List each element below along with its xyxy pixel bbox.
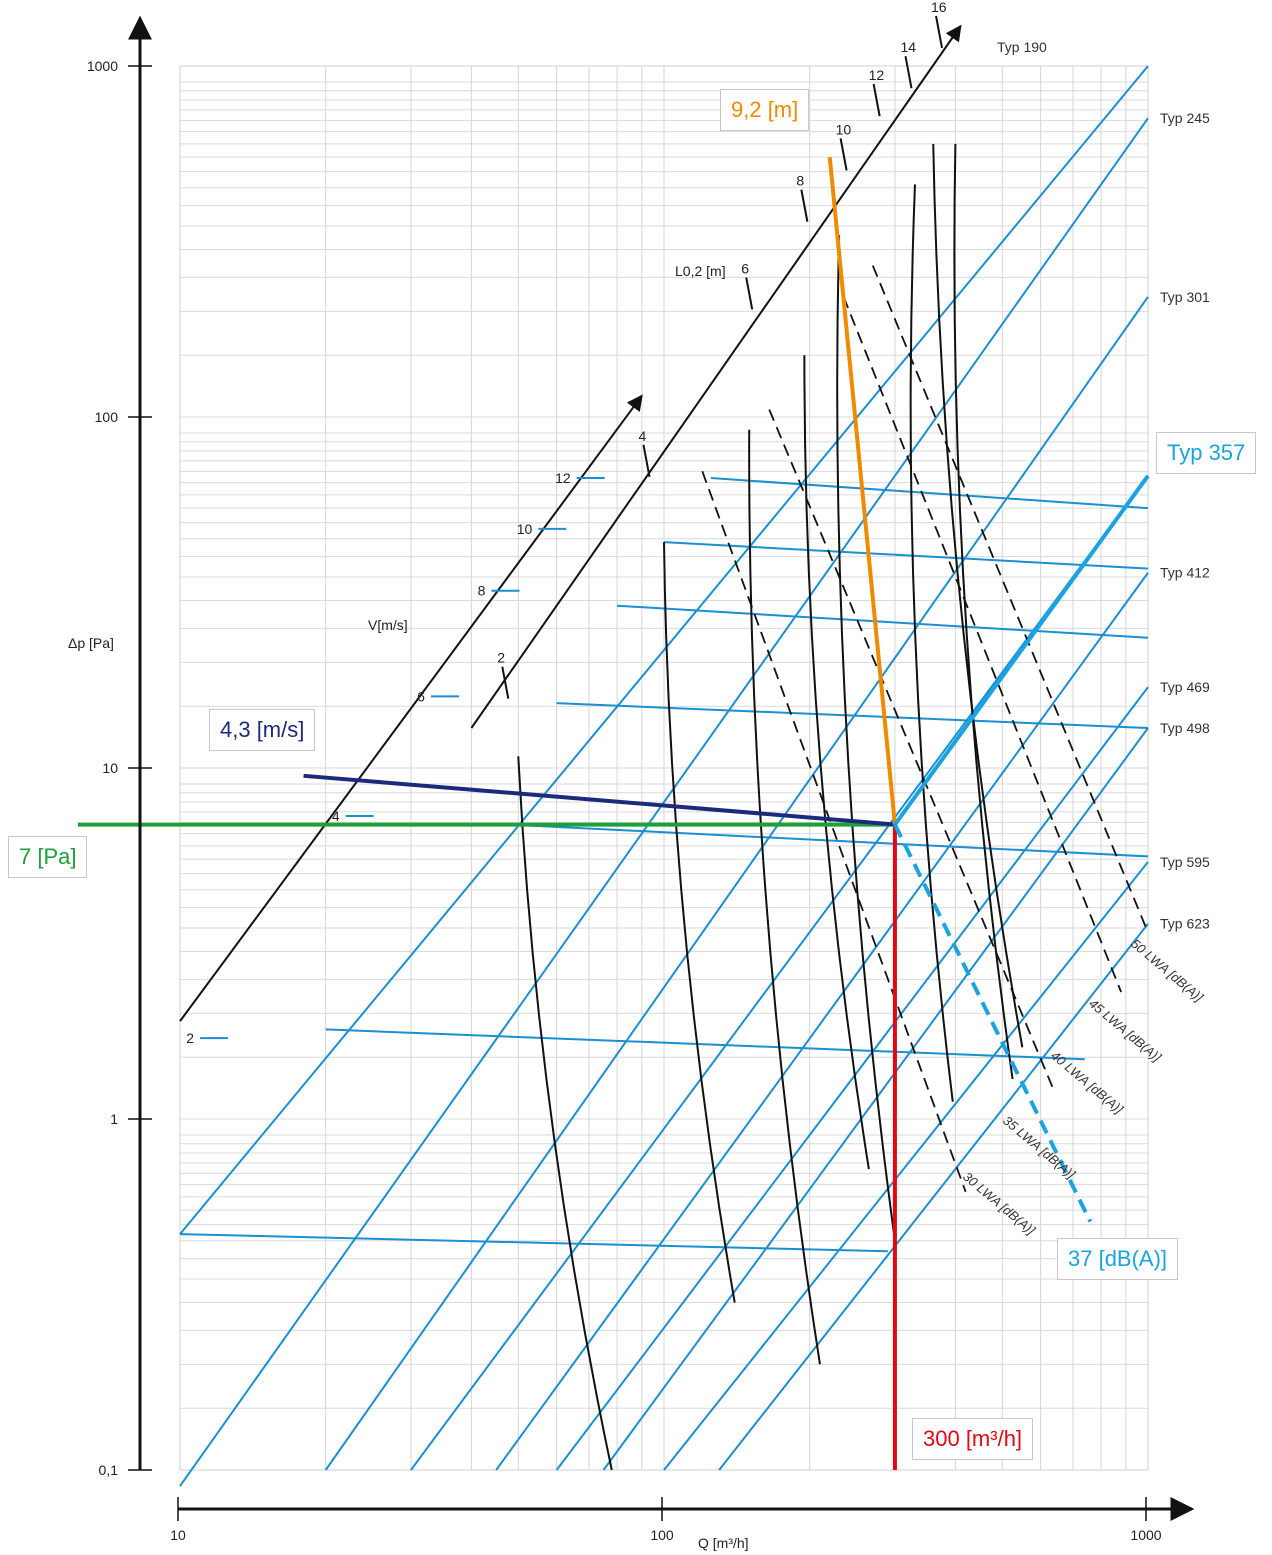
throw-tick <box>642 444 651 478</box>
type-line <box>663 861 1149 1471</box>
noise-line <box>909 184 954 1102</box>
velocity-tick-label: 12 <box>555 470 571 486</box>
type-line <box>179 117 1149 1487</box>
throw-tick-label: 16 <box>931 0 947 15</box>
noise-line <box>517 756 613 1471</box>
y-tick-label: 1 <box>110 1111 118 1127</box>
axes: 0,1 1 10 100 1000 10 100 1000 Q [m³/h] Δp [Pa] <box>68 15 1195 1551</box>
noise-lines <box>517 143 1149 1471</box>
type-label: Typ 469 <box>1160 679 1210 695</box>
throw-tick-label: 2 <box>497 650 505 666</box>
range-line <box>710 477 1149 510</box>
throw-tick <box>745 277 754 310</box>
noise-label: 35 LWA [dB(A)] <box>1000 1113 1078 1182</box>
type-label: Typ 190 <box>997 39 1047 55</box>
example-velocity-line <box>303 773 896 827</box>
velocity-tick-label: 4 <box>332 808 340 824</box>
throw-tick-label: 10 <box>836 121 852 137</box>
type-label: Typ 301 <box>1160 289 1210 305</box>
range-line <box>509 823 1149 858</box>
type-label: Typ 595 <box>1160 854 1210 870</box>
grid <box>179 65 1149 1471</box>
flow-callout: 300 [m³/h] <box>912 1418 1034 1460</box>
example-throw-line <box>827 156 897 825</box>
velocity-tick-label: 2 <box>186 1030 194 1046</box>
velocity-tick-label: 8 <box>478 583 486 599</box>
velocity-scale-title: V[m/s] <box>368 617 408 633</box>
range-line <box>617 604 1149 639</box>
velocity-scale-line <box>179 394 643 1022</box>
noise-label: 45 LWA [dB(A)] <box>1086 996 1164 1065</box>
auxiliary-scales: 2 4 6 8 10 12 V[m/s] 2 4 6 8 10 12 14 16 L0,2 [m] <box>179 0 962 1046</box>
type-line <box>324 296 1149 1471</box>
example-lines <box>78 156 1150 1470</box>
range-line <box>325 1028 1085 1061</box>
throw-tick <box>501 666 510 699</box>
type-357-callout: Typ 357 <box>1156 432 1257 474</box>
throw-tick-label: 12 <box>869 67 885 83</box>
labels: Typ 190 Typ 245 Typ 301 Typ 412 Typ 469 Typ 4… <box>960 39 1210 1238</box>
type-label: Typ 245 <box>1160 110 1210 126</box>
throw-scale-line <box>470 24 962 729</box>
noise-line <box>748 429 821 1365</box>
noise-line <box>932 143 1024 1048</box>
type-label: Typ 498 <box>1160 720 1210 736</box>
y-tick-label: 0,1 <box>99 1462 119 1478</box>
x-tick-label: 1000 <box>1130 1527 1161 1543</box>
throw-tick-label: 4 <box>638 428 646 444</box>
y-tick-label: 1000 <box>87 58 118 74</box>
noise-line <box>953 143 1014 1080</box>
example-type-line <box>893 474 1150 826</box>
y-tick-label: 10 <box>102 760 118 776</box>
noise-line-dashed <box>842 296 1122 993</box>
throw-tick <box>872 83 881 117</box>
noise-line <box>836 234 896 1241</box>
throw-tick-label: 8 <box>796 173 804 189</box>
throw-tick-label: 14 <box>900 39 916 55</box>
x-axis-title: Q [m³/h] <box>698 1535 749 1551</box>
throw-scale-title: L0,2 [m] <box>675 263 726 279</box>
throw-tick <box>935 15 943 49</box>
range-line <box>663 541 1149 570</box>
range-line <box>556 702 1149 730</box>
pressure-callout: 7 [Pa] <box>8 836 88 878</box>
noise-line <box>803 355 870 1170</box>
range-line <box>179 1233 888 1253</box>
example-noise-line <box>893 823 1093 1223</box>
type-line <box>602 727 1149 1471</box>
x-tick-label: 100 <box>650 1527 674 1543</box>
type-label: Typ 412 <box>1160 565 1210 581</box>
type-label: Typ 623 <box>1160 916 1210 932</box>
velocity-tick-label: 6 <box>417 688 425 704</box>
velocity-tick-label: 10 <box>517 521 533 537</box>
type-lines <box>179 65 1149 1487</box>
type-line <box>495 572 1149 1471</box>
throw-tick <box>800 189 809 222</box>
velocity-callout: 4,3 [m/s] <box>209 709 316 751</box>
type-line <box>555 686 1149 1471</box>
throw-tick-label: 6 <box>741 260 749 276</box>
noise-label: 50 LWA [dB(A)] <box>1128 936 1206 1005</box>
noise-line-dashed <box>871 265 1149 933</box>
throw-tick <box>839 138 848 171</box>
throw-tick <box>904 56 913 89</box>
throw-callout: 9,2 [m] <box>720 89 810 131</box>
noise-callout: 37 [dB(A)] <box>1057 1238 1179 1280</box>
type-line <box>718 923 1149 1471</box>
noise-line-dashed <box>701 471 967 1193</box>
y-tick-label: 100 <box>95 409 119 425</box>
noise-line-dashed <box>768 409 1056 1092</box>
noise-label: 40 LWA [dB(A)] <box>1048 1048 1126 1117</box>
type-line <box>410 475 1149 1471</box>
noise-label: 30 LWA [dB(A)] <box>960 1169 1038 1238</box>
y-axis-title: Δp [Pa] <box>68 635 114 651</box>
range-lines <box>179 477 1149 1253</box>
noise-line <box>663 542 736 1303</box>
type-line <box>179 65 1149 1235</box>
x-tick-label: 10 <box>170 1527 186 1543</box>
